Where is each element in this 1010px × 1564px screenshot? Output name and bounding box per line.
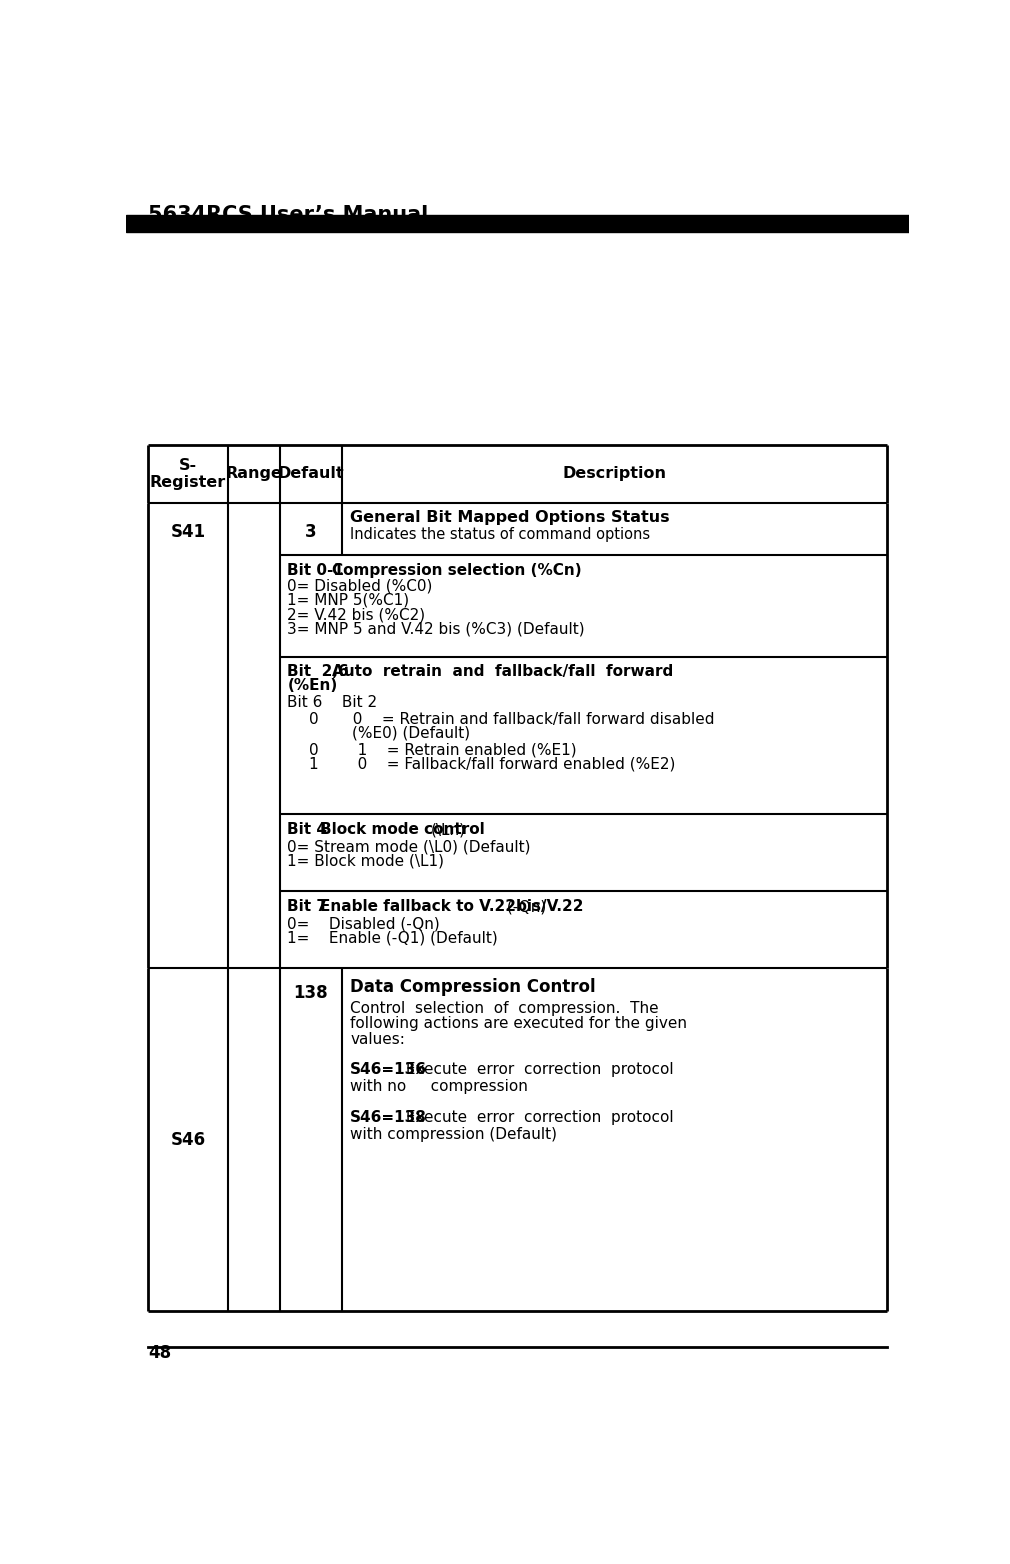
Text: 2= V.42 bis (%C2): 2= V.42 bis (%C2) — [287, 607, 425, 622]
Text: with no     compression: with no compression — [350, 1079, 528, 1095]
Text: Data Compression Control: Data Compression Control — [350, 978, 596, 996]
Text: 3= MNP 5 and V.42 bis (%C3) (Default): 3= MNP 5 and V.42 bis (%C3) (Default) — [287, 622, 585, 637]
Text: Bit 7: Bit 7 — [287, 899, 327, 915]
Text: Compression selection (%Cn): Compression selection (%Cn) — [332, 563, 582, 577]
Text: (%E0) (Default): (%E0) (Default) — [351, 726, 470, 741]
Text: Auto  retrain  and  fallback/fall  forward: Auto retrain and fallback/fall forward — [332, 665, 674, 679]
Text: 1= Block mode (\L1): 1= Block mode (\L1) — [287, 854, 444, 868]
Text: 138: 138 — [294, 984, 328, 1003]
Text: (%En): (%En) — [287, 679, 337, 693]
Text: Bit  2,6: Bit 2,6 — [287, 665, 349, 679]
Text: Block mode control: Block mode control — [320, 823, 485, 837]
Text: 0=    Disabled (-Qn): 0= Disabled (-Qn) — [287, 917, 440, 931]
Text: S46=138: S46=138 — [350, 1110, 427, 1125]
Text: 48: 48 — [147, 1343, 171, 1362]
Text: 0       0    = Retrain and fallback/fall forward disabled: 0 0 = Retrain and fallback/fall forward … — [309, 712, 714, 727]
Text: 1=    Enable (-Q1) (Default): 1= Enable (-Q1) (Default) — [287, 931, 498, 946]
Text: Execute  error  correction  protocol: Execute error correction protocol — [401, 1110, 673, 1125]
Text: with compression (Default): with compression (Default) — [350, 1128, 558, 1142]
Text: 3: 3 — [305, 522, 317, 541]
Text: (\Ln): (\Ln) — [430, 823, 466, 837]
Text: 0        1    = Retrain enabled (%E1): 0 1 = Retrain enabled (%E1) — [309, 743, 577, 759]
Text: Execute  error  correction  protocol: Execute error correction protocol — [401, 1062, 673, 1078]
Bar — [126, 216, 909, 233]
Text: Description: Description — [563, 466, 667, 482]
Text: 1        0    = Fallback/fall forward enabled (%E2): 1 0 = Fallback/fall forward enabled (%E2… — [309, 757, 676, 771]
Text: 0= Disabled (%C0): 0= Disabled (%C0) — [287, 579, 432, 593]
Text: Indicates the status of command options: Indicates the status of command options — [350, 527, 650, 543]
Text: S46: S46 — [171, 1131, 205, 1150]
Text: Bit 0-1: Bit 0-1 — [287, 563, 344, 577]
Text: Range: Range — [225, 466, 282, 482]
Text: Bit 6    Bit 2: Bit 6 Bit 2 — [287, 694, 378, 710]
Text: Control  selection  of  compression.  The: Control selection of compression. The — [350, 1001, 659, 1015]
Text: S-
Register: S- Register — [149, 458, 226, 490]
Text: 0= Stream mode (\L0) (Default): 0= Stream mode (\L0) (Default) — [287, 840, 531, 854]
Text: following actions are executed for the given: following actions are executed for the g… — [350, 1017, 687, 1031]
Text: S46=136: S46=136 — [350, 1062, 427, 1078]
Text: (-Qn): (-Qn) — [502, 899, 546, 915]
Text: 1= MNP 5(%C1): 1= MNP 5(%C1) — [287, 593, 409, 608]
Text: Enable fallback to V.22bis/V.22: Enable fallback to V.22bis/V.22 — [320, 899, 584, 915]
Text: General Bit Mapped Options Status: General Bit Mapped Options Status — [350, 510, 670, 526]
Text: Default: Default — [278, 466, 344, 482]
Text: values:: values: — [350, 1032, 405, 1046]
Text: S41: S41 — [171, 522, 205, 541]
Text: 5634RCS User’s Manual: 5634RCS User’s Manual — [147, 205, 428, 225]
Text: Bit 4: Bit 4 — [287, 823, 327, 837]
